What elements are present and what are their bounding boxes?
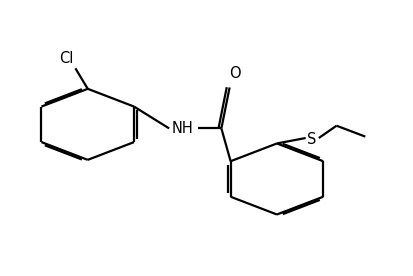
Text: O: O <box>228 67 240 81</box>
Text: Cl: Cl <box>59 51 73 67</box>
Text: NH: NH <box>171 121 193 136</box>
Text: S: S <box>306 132 316 147</box>
